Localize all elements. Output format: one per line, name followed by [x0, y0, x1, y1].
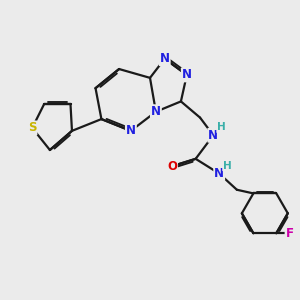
Text: N: N	[160, 52, 170, 65]
Text: N: N	[151, 105, 161, 118]
Text: H: H	[223, 160, 232, 171]
Text: N: N	[214, 167, 224, 180]
Text: S: S	[28, 122, 37, 134]
Text: N: N	[182, 68, 192, 81]
Text: H: H	[217, 122, 226, 132]
Text: O: O	[167, 160, 177, 173]
Text: N: N	[208, 129, 218, 142]
Text: N: N	[126, 124, 136, 137]
Text: F: F	[286, 227, 294, 240]
